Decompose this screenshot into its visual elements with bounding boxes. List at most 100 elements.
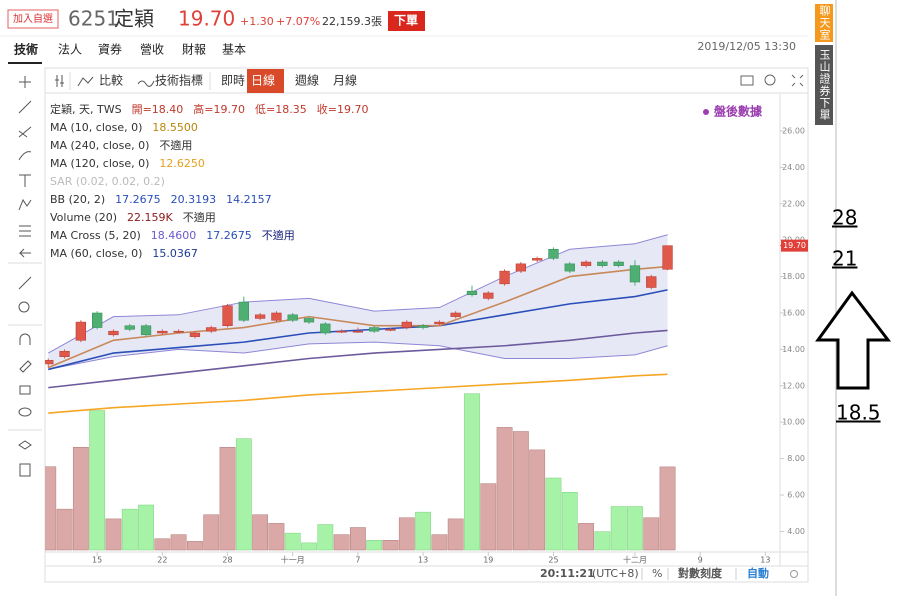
legend-part: 不適用	[262, 228, 295, 242]
volume-bar	[252, 514, 269, 551]
tab[interactable]: 營收	[140, 43, 164, 57]
candle-body	[564, 263, 575, 272]
indicator-line	[48, 234, 668, 354]
broker-button[interactable]: 玉山證券下單	[818, 49, 831, 121]
chat-button[interactable]: 聊天室	[818, 4, 831, 41]
line-tool[interactable]	[18, 100, 32, 114]
y-tick-label: 18.00	[782, 272, 805, 281]
brush-tool[interactable]	[18, 151, 32, 161]
candle-body	[303, 318, 315, 323]
settings-icon[interactable]	[790, 570, 798, 578]
chat-bg[interactable]	[815, 4, 833, 42]
volume-bar	[382, 540, 399, 551]
x-tick-label: 22	[157, 556, 167, 565]
legend-line: MA (240, close, 0) 不適用	[50, 138, 192, 152]
compare-icon[interactable]	[77, 76, 94, 87]
status-tz: (UTC+8)	[592, 567, 639, 580]
tab[interactable]: 技術	[14, 42, 38, 57]
volume-bar	[415, 511, 431, 551]
compare[interactable]: 比較	[99, 73, 123, 88]
crosshair-tool[interactable]	[19, 76, 31, 88]
legend-part: 18.5500	[152, 121, 198, 134]
delete-tool[interactable]	[19, 463, 31, 477]
x-tick-label: 十二月	[623, 555, 647, 565]
layers-tool[interactable]	[18, 440, 32, 450]
indicator-icon[interactable]	[137, 80, 155, 87]
tab[interactable]: 財報	[182, 42, 206, 57]
indicators[interactable]: 技術指標	[155, 73, 203, 88]
candle-body	[613, 261, 624, 266]
auto-toggle[interactable]: 自動	[747, 566, 769, 580]
lock-tool[interactable]	[19, 385, 31, 395]
candle-body	[173, 330, 184, 333]
watch-button[interactable]: 加入自選	[13, 12, 53, 25]
measure-tool[interactable]	[19, 225, 31, 237]
candle-body	[483, 292, 494, 299]
legend-part: 開=18.40	[132, 103, 184, 116]
interval[interactable]: 日線	[251, 73, 275, 88]
order-button[interactable]: 下單	[394, 14, 418, 28]
magnet-tool[interactable]	[19, 333, 31, 345]
percent-toggle[interactable]: %	[652, 567, 662, 580]
volume-bar	[56, 508, 73, 551]
tab[interactable]: 基本	[222, 43, 246, 57]
interval[interactable]: 月線	[333, 73, 357, 88]
settings-icon[interactable]	[764, 74, 776, 86]
legend-line: MA (10, close, 0) 18.5500	[50, 121, 198, 134]
tab[interactable]: 法人	[58, 43, 82, 57]
candle-body	[662, 245, 673, 270]
indicator-line	[48, 373, 668, 414]
volume-bar	[398, 517, 415, 551]
after-hours[interactable]: 盤後數據	[714, 104, 763, 119]
volume-bar	[594, 531, 611, 551]
indicator-line	[47, 265, 668, 369]
legend-part: 不適用	[159, 138, 192, 152]
fullscreen-icon[interactable]	[791, 74, 804, 87]
candle-body	[352, 330, 364, 333]
order-button-bg[interactable]	[388, 11, 425, 31]
volume-bar	[350, 527, 366, 551]
lock-draw-tool[interactable]	[19, 360, 32, 373]
legend-part: 17.2675	[206, 229, 252, 242]
back-tool[interactable]	[18, 248, 31, 258]
stock-code: 6251	[68, 7, 119, 31]
legend-line: MA Cross (5, 20) 18.4600 17.2675 不適用	[50, 228, 295, 242]
snapshot-icon[interactable]	[740, 75, 754, 86]
volume-bar	[89, 410, 106, 551]
volume-bar	[659, 466, 676, 551]
legend-part: 14.2157	[226, 193, 272, 206]
pattern-tool[interactable]	[18, 198, 32, 211]
log-toggle[interactable]: 對數刻度	[678, 566, 723, 580]
legend-part: Volume (20)	[50, 211, 117, 224]
stock-name: 定穎	[114, 7, 154, 31]
broker-bg[interactable]	[815, 45, 833, 125]
watch-button-frame[interactable]	[7, 9, 59, 29]
y-tick-label: 24.00	[782, 163, 805, 172]
candle-body	[254, 314, 266, 319]
fib-tool[interactable]	[18, 126, 32, 138]
x-tick-label: 13	[418, 556, 428, 565]
interval[interactable]: 即時	[221, 74, 245, 88]
change: +1.30	[240, 15, 274, 28]
after-hours-dot	[703, 109, 709, 115]
ruler-tool[interactable]	[18, 276, 32, 290]
volume-bar	[187, 541, 203, 551]
visibility-tool[interactable]	[18, 407, 32, 417]
tab[interactable]: 資券	[98, 42, 122, 57]
volume-bar	[154, 538, 171, 551]
volume-bar	[284, 532, 301, 551]
volume-bar	[203, 514, 220, 551]
zoom-tool[interactable]	[18, 301, 30, 313]
candle-body	[157, 330, 168, 334]
y-tick-label: 8.00	[787, 454, 805, 463]
candle-body	[222, 305, 233, 326]
volume-bar	[72, 447, 89, 551]
interval[interactable]: 週線	[295, 73, 319, 88]
legend-part: 低=18.35	[255, 102, 307, 116]
legend-line: MA (120, close, 0) 12.6250	[50, 157, 205, 170]
volume-bar	[268, 523, 285, 551]
symbol-icon[interactable]	[55, 75, 64, 87]
text-tool[interactable]	[19, 174, 31, 187]
legend-part: 12.6250	[159, 157, 205, 170]
annotation: 28	[832, 206, 857, 230]
